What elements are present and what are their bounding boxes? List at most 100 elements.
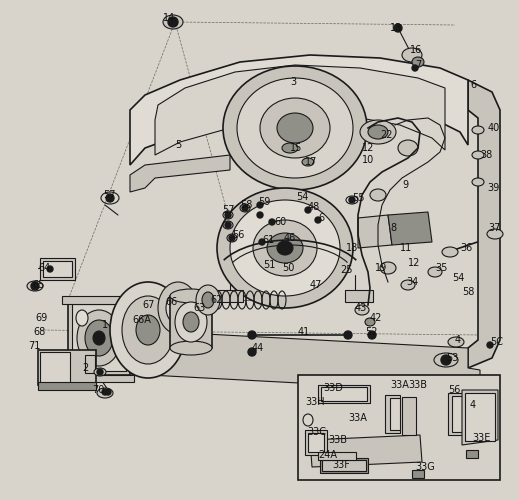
Text: 57: 57: [222, 205, 235, 215]
Ellipse shape: [365, 318, 375, 326]
Bar: [466, 450, 478, 458]
Polygon shape: [155, 65, 445, 155]
Text: 35: 35: [435, 263, 447, 273]
Text: 9: 9: [402, 180, 408, 190]
Ellipse shape: [170, 289, 212, 303]
Bar: [448, 393, 466, 435]
Text: 36: 36: [460, 243, 472, 253]
Circle shape: [225, 212, 231, 218]
Ellipse shape: [166, 292, 190, 324]
Circle shape: [257, 212, 263, 218]
Text: 64: 64: [38, 263, 50, 273]
Ellipse shape: [202, 292, 214, 308]
Polygon shape: [462, 390, 498, 445]
Text: 43: 43: [355, 303, 367, 313]
Text: 65: 65: [32, 280, 45, 290]
Text: 46: 46: [284, 233, 296, 243]
Text: 14: 14: [163, 13, 175, 23]
Polygon shape: [310, 435, 422, 467]
Text: 19: 19: [375, 263, 387, 273]
Ellipse shape: [412, 57, 424, 67]
Ellipse shape: [94, 368, 106, 376]
Bar: [402, 397, 416, 435]
Bar: [318, 452, 356, 460]
Circle shape: [106, 194, 114, 202]
Text: 6: 6: [470, 80, 476, 90]
Circle shape: [229, 235, 235, 241]
Text: 57: 57: [103, 190, 116, 200]
Text: 33B: 33B: [408, 380, 427, 390]
Text: 24A: 24A: [318, 450, 337, 460]
Polygon shape: [358, 215, 392, 248]
Ellipse shape: [77, 310, 121, 366]
Circle shape: [315, 217, 321, 223]
Ellipse shape: [27, 281, 43, 291]
Text: 52: 52: [365, 327, 377, 337]
Bar: [305, 430, 327, 455]
Bar: [322, 460, 366, 471]
Text: 5C: 5C: [490, 337, 503, 347]
Text: 16: 16: [410, 45, 422, 55]
Circle shape: [269, 219, 275, 225]
Circle shape: [413, 458, 423, 468]
Text: 10: 10: [362, 155, 374, 165]
Text: 6: 6: [318, 213, 324, 223]
Text: 33A: 33A: [348, 413, 367, 423]
Text: 12: 12: [362, 143, 374, 153]
Text: 39: 39: [487, 183, 499, 193]
Ellipse shape: [170, 341, 212, 355]
Circle shape: [168, 17, 178, 27]
Circle shape: [412, 65, 418, 71]
Polygon shape: [468, 80, 500, 368]
Ellipse shape: [487, 229, 503, 239]
Bar: [40, 352, 70, 383]
Bar: [38, 350, 96, 385]
Ellipse shape: [76, 310, 88, 326]
Text: 41: 41: [298, 327, 310, 337]
Circle shape: [225, 222, 231, 228]
Circle shape: [97, 369, 103, 375]
Ellipse shape: [401, 280, 415, 290]
Text: 22: 22: [380, 130, 392, 140]
Ellipse shape: [277, 241, 293, 255]
Circle shape: [394, 24, 402, 32]
Ellipse shape: [277, 113, 313, 143]
Ellipse shape: [97, 388, 113, 398]
Text: 37: 37: [488, 223, 500, 233]
Circle shape: [31, 282, 39, 290]
Bar: [85, 355, 95, 373]
Circle shape: [344, 331, 352, 339]
Text: 58: 58: [240, 200, 252, 210]
Ellipse shape: [267, 233, 303, 263]
Text: 18: 18: [346, 243, 358, 253]
Text: 55: 55: [352, 193, 364, 203]
Text: 38: 38: [480, 150, 492, 160]
Bar: [390, 398, 400, 430]
Text: 4: 4: [455, 335, 461, 345]
Ellipse shape: [136, 315, 160, 345]
Text: 5: 5: [175, 140, 181, 150]
Ellipse shape: [442, 247, 458, 257]
Ellipse shape: [85, 320, 113, 356]
Text: 3: 3: [290, 77, 296, 87]
Ellipse shape: [370, 189, 386, 201]
Ellipse shape: [472, 151, 484, 159]
Text: 66: 66: [165, 297, 177, 307]
Text: 69: 69: [35, 313, 47, 323]
Text: 56: 56: [232, 230, 244, 240]
Text: 53: 53: [446, 353, 458, 363]
Circle shape: [47, 266, 53, 272]
Ellipse shape: [355, 305, 369, 315]
Text: 70: 70: [92, 385, 104, 395]
Bar: [43, 261, 72, 277]
Text: 25: 25: [340, 265, 352, 275]
Bar: [320, 458, 368, 473]
Text: 63: 63: [193, 303, 205, 313]
Circle shape: [248, 331, 256, 339]
Text: 56: 56: [448, 385, 460, 395]
Bar: [72, 304, 126, 371]
Ellipse shape: [303, 414, 313, 426]
Text: 1: 1: [102, 320, 108, 330]
Text: 33C: 33C: [307, 427, 326, 437]
Ellipse shape: [253, 220, 317, 276]
